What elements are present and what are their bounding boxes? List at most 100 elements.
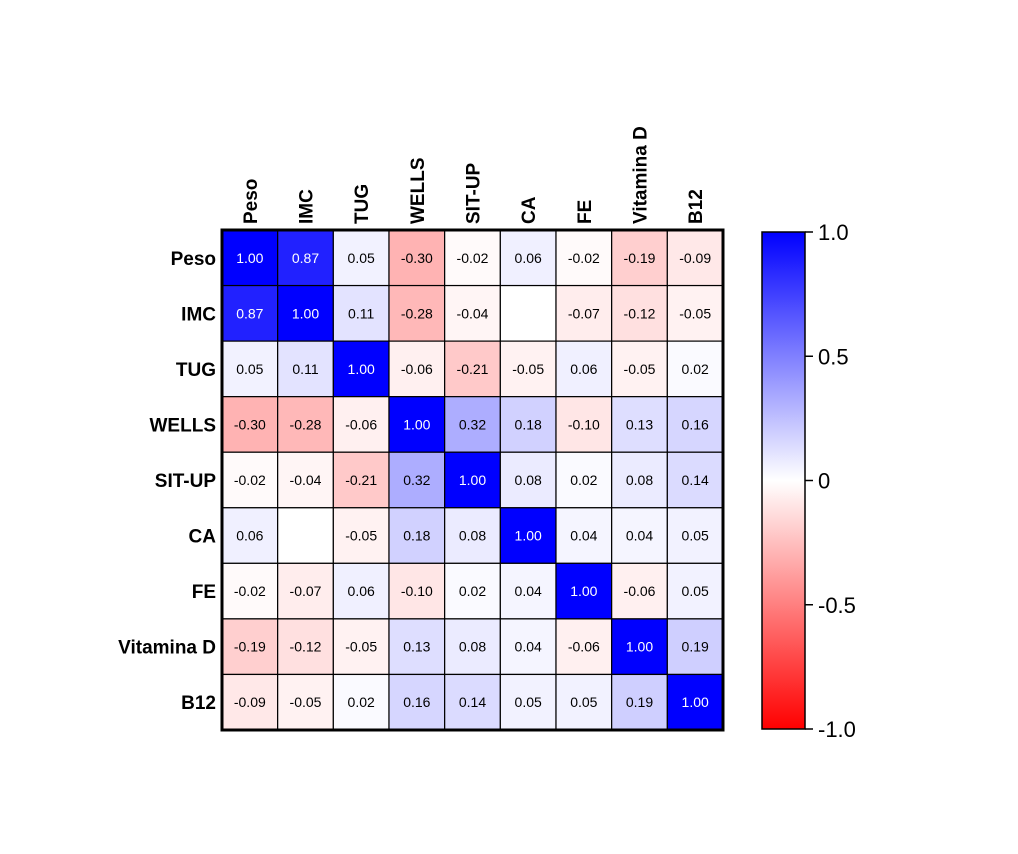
cell-value-label: -0.09 [679, 250, 711, 266]
cell-value-label: 0.18 [515, 416, 542, 432]
heatmap-cell [277, 229, 334, 287]
heatmap-border [220, 228, 725, 732]
cell-value-label: -0.05 [679, 305, 711, 321]
heatmap-cell [611, 451, 668, 509]
colorbar-gradient [761, 231, 806, 730]
cell-value-label: 0.05 [236, 361, 263, 377]
cell-value-label: 1.00 [626, 639, 653, 655]
cell-value-label: 0.32 [403, 472, 430, 488]
row-label: WELLS [150, 415, 217, 436]
colorbar: 1.0 0.5 0 -0.5 -1.0 [761, 220, 856, 742]
heatmap-cell [388, 340, 446, 398]
cell-value-label: 0.06 [515, 250, 542, 266]
column-label: B12 [686, 189, 707, 224]
cell-value-label: -0.28 [401, 305, 433, 321]
colorbar-tick-label: 0 [818, 469, 830, 494]
heatmap-cell [499, 340, 557, 398]
heatmap-cell [611, 618, 668, 676]
column-label: FE [575, 200, 596, 224]
heatmap-cell [332, 284, 390, 342]
heatmap-cell [666, 284, 724, 342]
heatmap-cell [499, 507, 557, 564]
cell-value-label: 0.05 [348, 250, 375, 266]
cell-value-label: 1.00 [570, 583, 597, 599]
cell-value-label: -0.06 [624, 583, 656, 599]
cell-value-label: 0.19 [682, 639, 709, 655]
row-label: Vitamina D [118, 638, 216, 659]
colorbar-tick-label: -1.0 [818, 717, 856, 742]
heatmap-cell [666, 562, 724, 620]
cell-value-label: 0.11 [292, 361, 318, 377]
heatmap-cell [277, 507, 334, 564]
heatmap-cell [221, 396, 279, 453]
cell-value-label: 0.08 [515, 472, 542, 488]
row-label: SIT-UP [155, 471, 217, 492]
cell-value-label: 0.04 [570, 528, 597, 544]
cell-value-label: -0.10 [568, 416, 600, 432]
heatmap-cell [388, 507, 446, 564]
column-label: SIT-UP [464, 162, 485, 224]
heatmap-cell [611, 229, 668, 287]
cell-value-label: 0.05 [515, 694, 542, 710]
cell-value-label: -0.05 [512, 361, 544, 377]
cell-value-label: 0.05 [682, 528, 709, 544]
heatmap-cell [666, 618, 724, 676]
cell-value-label: 0.13 [626, 416, 653, 432]
heatmap-cell [277, 340, 334, 398]
cell-value-label: 0.04 [515, 639, 542, 655]
cell-value-label: -0.07 [568, 305, 600, 321]
column-label: IMC [297, 189, 318, 224]
heatmap-cell [332, 562, 390, 620]
cell-value-label: 0.19 [626, 694, 653, 710]
heatmap-cell [499, 618, 557, 676]
heatmap-cell [444, 340, 501, 398]
heatmap-cell [499, 229, 557, 287]
heatmap-cell [332, 673, 390, 731]
heatmap-cell [221, 229, 279, 287]
cell-value-label: 0.02 [570, 472, 597, 488]
cell-value-label: -0.21 [345, 472, 377, 488]
cell-value-label: 0.11 [348, 305, 374, 321]
heatmap-cell [332, 507, 390, 564]
cell-value-label: -0.02 [568, 250, 600, 266]
cell-value-label: 0.05 [682, 583, 709, 599]
cell-value-label: -0.06 [568, 639, 600, 655]
heatmap-cell [444, 618, 501, 676]
cell-value-label: -0.30 [401, 250, 433, 266]
colorbar-ticks: 1.0 0.5 0 -0.5 -1.0 [805, 220, 856, 742]
cell-value-label: -0.02 [234, 583, 266, 599]
cell-value-label: -0.05 [345, 639, 377, 655]
cell-value-label: 1.00 [515, 528, 542, 544]
row-label: FE [192, 582, 216, 603]
heatmap-cell [221, 451, 279, 509]
colorbar-tick-label: 0.5 [818, 344, 849, 369]
cell-value-label: 0.02 [348, 694, 375, 710]
heatmap-cell [221, 507, 279, 564]
cell-value-label: 0.04 [626, 528, 653, 544]
heatmap-cell [555, 618, 613, 676]
heatmap-cell [388, 562, 446, 620]
column-label: WELLS [408, 158, 429, 225]
heatmap-cell [499, 673, 557, 731]
heatmap-cells: 1.00 0.87 0.05 -0.30 -0.02 0.06 -0.02 -0.19 -0.0… [221, 229, 724, 731]
heatmap-cell [444, 284, 501, 342]
cell-value-label: -0.05 [624, 361, 656, 377]
cell-value-label: 0.14 [459, 694, 486, 710]
cell-value-label: 0.13 [403, 639, 430, 655]
colorbar-tick-label: 1.0 [818, 220, 849, 245]
cell-value-label: 0.04 [515, 583, 542, 599]
heatmap-cell [332, 396, 390, 453]
cell-value-label: -0.04 [290, 472, 322, 488]
cell-value-label: -0.21 [457, 361, 489, 377]
heatmap-cell [611, 284, 668, 342]
row-label: Peso [171, 249, 216, 270]
heatmap-cell [332, 618, 390, 676]
cell-value-label: -0.07 [290, 583, 322, 599]
cell-value-label: 1.00 [348, 361, 375, 377]
heatmap-cell [555, 673, 613, 731]
cell-value-label: 0.16 [682, 416, 709, 432]
heatmap-cell [444, 507, 501, 564]
heatmap-cell [221, 284, 279, 342]
cell-value-label: 0.08 [626, 472, 653, 488]
cell-value-label: -0.12 [290, 639, 322, 655]
